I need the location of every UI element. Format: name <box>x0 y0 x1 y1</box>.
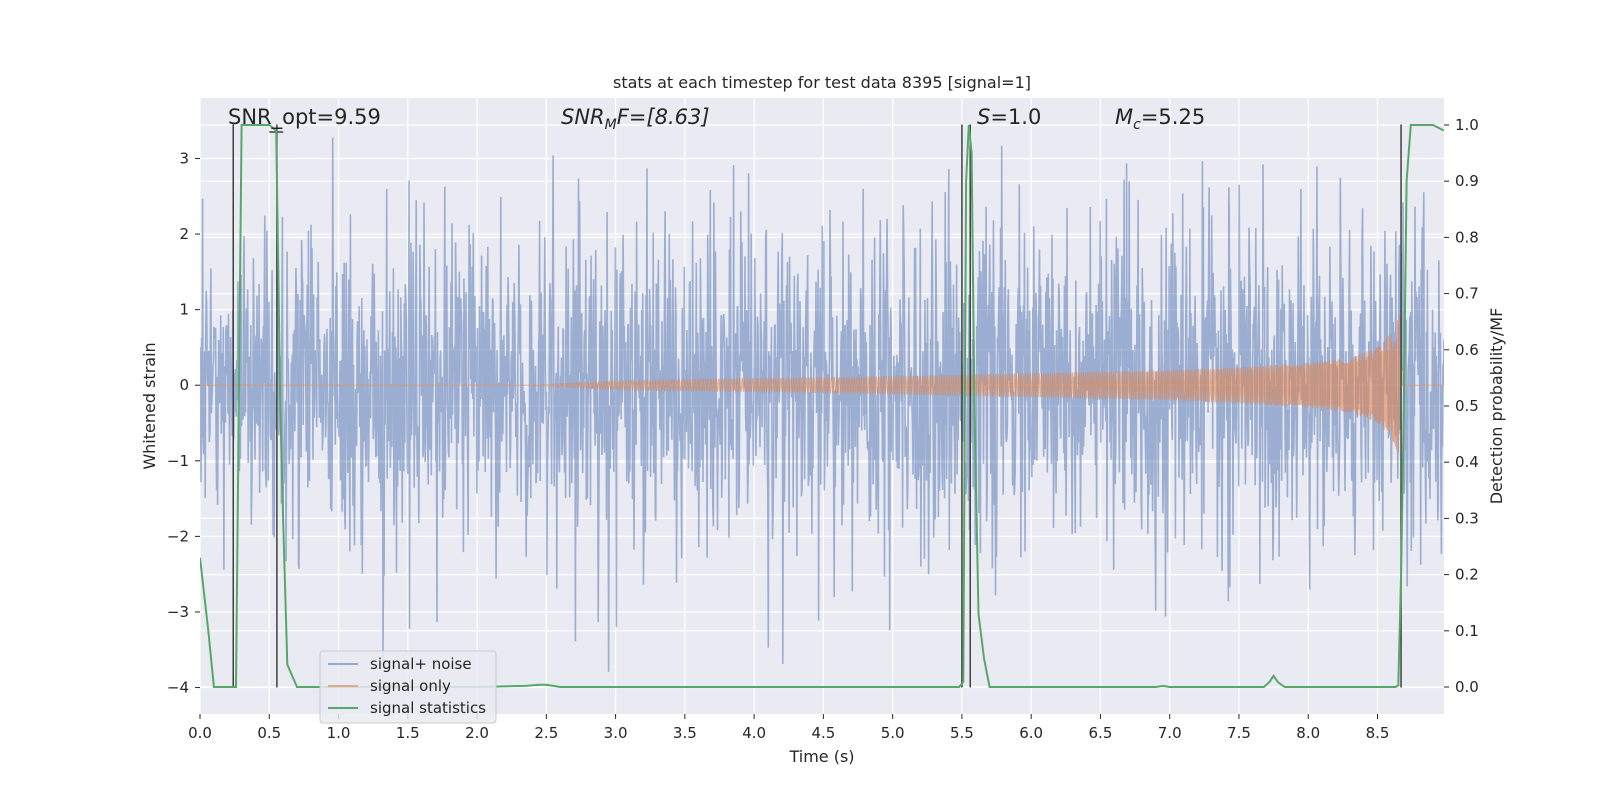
y2-tick-label-4: 0.6 <box>1455 341 1479 359</box>
y2-tick-label-9: 0.1 <box>1455 622 1479 640</box>
y2-tick-label-10: 0.0 <box>1455 678 1479 696</box>
stats-trace <box>200 124 1444 688</box>
y2-tick-label-8: 0.2 <box>1455 566 1479 584</box>
legend: signal+ noise signal only signal statist… <box>319 650 497 724</box>
x-axis-ticks: 0.0 0.5 1.0 1.5 2.0 2.5 3.0 3.5 4.0 4.5 5.0 5.5 6.0 6… <box>188 714 1389 742</box>
y2-tick-label-5: 0.5 <box>1455 397 1479 415</box>
y2-tick-label-2: 0.8 <box>1455 228 1479 246</box>
x-tick-label-15: 7.5 <box>1227 724 1251 742</box>
y-tick-label-2: 1 <box>179 301 189 319</box>
legend-label-signal: signal only <box>370 677 451 695</box>
series-signal-only <box>200 314 1444 453</box>
x-tick-label-6: 3.0 <box>604 724 628 742</box>
x-tick-label-4: 2.0 <box>465 724 489 742</box>
y2-tick-label-1: 0.9 <box>1455 172 1479 190</box>
y-tick-label-5: −2 <box>167 527 189 545</box>
y-axis-ticks: 3 2 1 0 −1 −2 −3 −4 <box>167 149 200 697</box>
x-tick-label-16: 8.0 <box>1296 724 1320 742</box>
y-tick-label-1: 2 <box>179 225 189 243</box>
legend-label-noise: signal+ noise <box>370 655 472 673</box>
y-tick-label-0: 3 <box>179 149 189 167</box>
legend-label-stats: signal statistics <box>370 699 486 717</box>
annotations: SNR_opt=9.59 SNRMF=[8.63] S=1.0 Mc=5.25 <box>228 105 1205 133</box>
x-tick-label-5: 2.5 <box>534 724 558 742</box>
y-tick-label-6: −3 <box>167 603 189 621</box>
y2-axis-label: Detection probability/MF <box>1487 308 1506 505</box>
y2-tick-label-7: 0.3 <box>1455 509 1479 527</box>
x-tick-label-9: 4.5 <box>811 724 835 742</box>
x-tick-label-14: 7.0 <box>1158 724 1182 742</box>
x-tick-label-0: 0.0 <box>188 724 212 742</box>
x-tick-label-8: 4.0 <box>742 724 766 742</box>
x-tick-label-12: 6.0 <box>1019 724 1043 742</box>
x-tick-label-3: 1.5 <box>396 724 420 742</box>
x-tick-label-2: 1.0 <box>327 724 351 742</box>
x-tick-label-11: 5.5 <box>950 724 974 742</box>
x-tick-label-1: 0.5 <box>257 724 281 742</box>
annotation-snr-mf: SNRMF=[8.63] <box>561 105 710 133</box>
y2-axis-ticks: 1.0 0.9 0.8 0.7 0.6 0.5 0.4 0.3 0.2 0.1 0.0 <box>1444 116 1479 696</box>
x-tick-label-13: 6.5 <box>1089 724 1113 742</box>
y-tick-label-7: −4 <box>167 679 189 697</box>
signal-trace <box>200 314 1444 453</box>
y2-tick-label-6: 0.4 <box>1455 453 1479 471</box>
series-signal-statistics <box>200 124 1444 688</box>
annotation-snr-opt: SNR_opt=9.59 <box>228 105 381 130</box>
y2-tick-label-0: 1.0 <box>1455 116 1479 134</box>
y-tick-label-4: −1 <box>167 452 189 470</box>
annotation-s-value: S=1.0 <box>977 105 1041 129</box>
x-axis-label: Time (s) <box>788 747 854 766</box>
legend-box <box>319 650 497 724</box>
x-tick-label-10: 5.0 <box>881 724 905 742</box>
y-axis-label: Whitened strain <box>140 342 159 469</box>
annotation-mc-value: Mc=5.25 <box>1115 105 1205 133</box>
x-tick-label-7: 3.5 <box>673 724 697 742</box>
y2-tick-label-3: 0.7 <box>1455 285 1479 303</box>
chart-title: stats at each timestep for test data 839… <box>613 73 1031 92</box>
y-tick-label-3: 0 <box>179 376 189 394</box>
x-tick-label-17: 8.5 <box>1366 724 1390 742</box>
